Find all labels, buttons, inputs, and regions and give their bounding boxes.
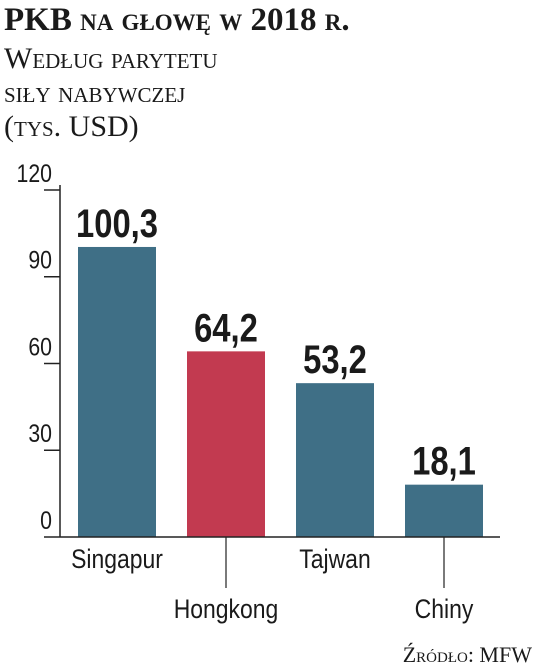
- x-tick-label: Hongkong: [174, 594, 279, 624]
- bar: [78, 246, 156, 538]
- y-tick-label: 0: [40, 506, 52, 534]
- value-label: 100,3: [76, 201, 158, 246]
- bar: [405, 484, 483, 537]
- value-label: 64,2: [194, 305, 258, 350]
- y-tick-label: 120: [17, 159, 52, 187]
- value-label: 18,1: [412, 439, 476, 484]
- value-label: 53,2: [303, 337, 367, 382]
- bar: [187, 351, 265, 537]
- y-tick-label: 90: [28, 246, 52, 274]
- chart-title: PKB na głowę w 2018 r.: [4, 2, 350, 38]
- bar: [296, 383, 374, 537]
- y-tick-label: 30: [28, 420, 52, 448]
- x-tick-label: Singapur: [71, 544, 163, 574]
- chart-subtitle: siły nabywczej: [4, 76, 185, 109]
- x-tick-label: Tajwan: [299, 544, 370, 574]
- x-tick-label: Chiny: [415, 594, 474, 624]
- y-tick-label: 60: [28, 333, 52, 361]
- chart-subtitle: Według parytetu: [4, 42, 218, 75]
- chart-subtitle: (tys. USD): [4, 110, 139, 143]
- source: Źródło: MFW: [403, 642, 533, 667]
